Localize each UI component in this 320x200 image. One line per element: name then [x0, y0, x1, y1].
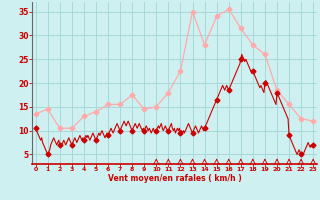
X-axis label: Vent moyen/en rafales ( km/h ): Vent moyen/en rafales ( km/h )	[108, 174, 241, 183]
